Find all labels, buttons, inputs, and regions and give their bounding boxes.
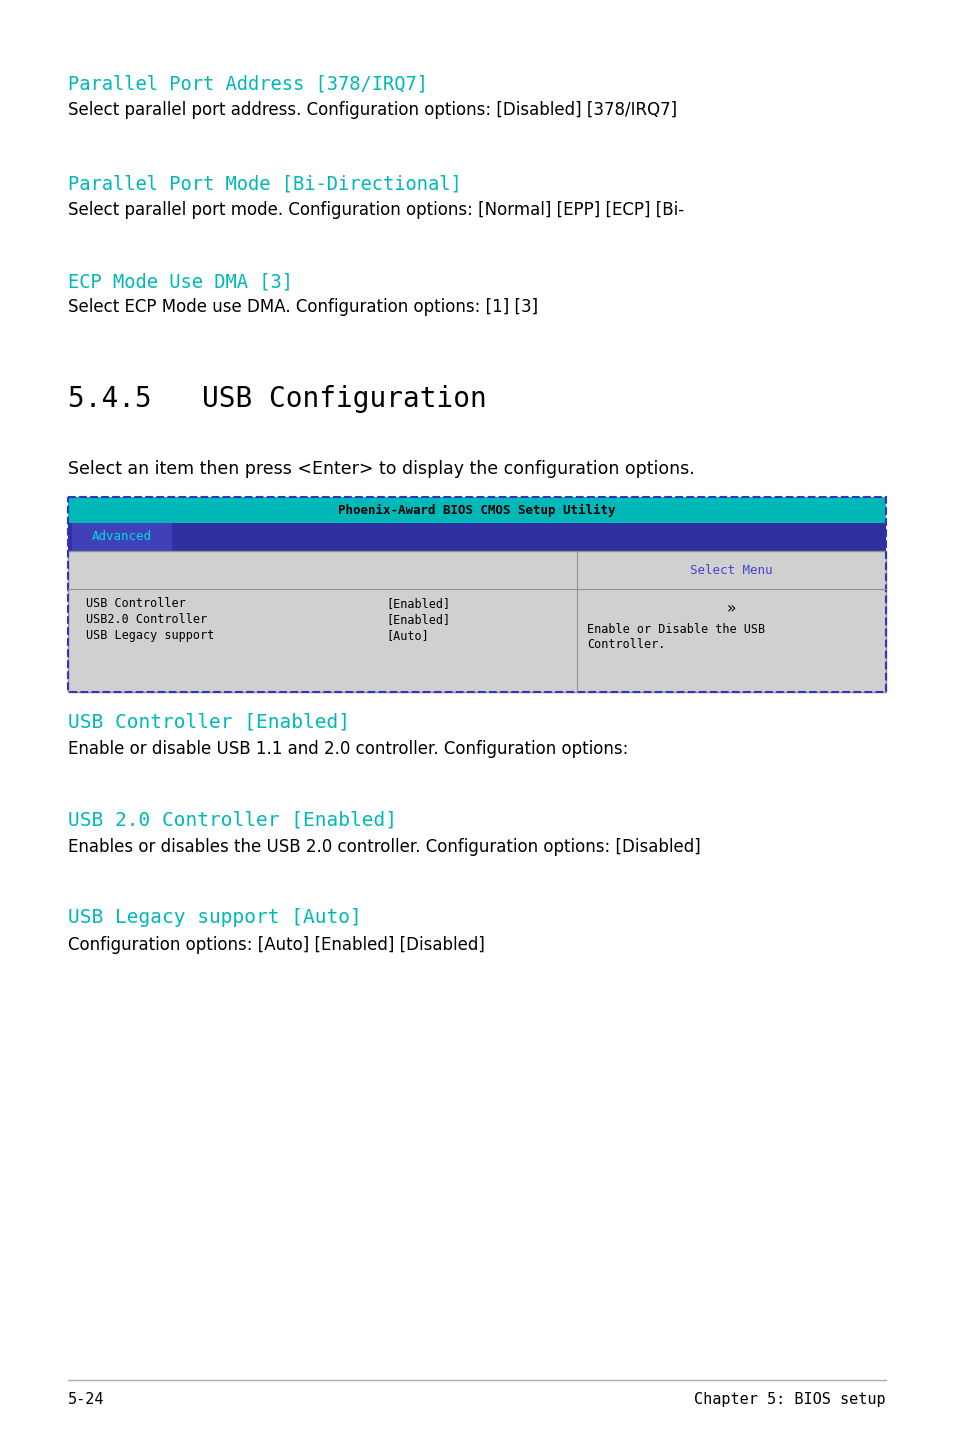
Text: Enable or Disable the USB
Controller.: Enable or Disable the USB Controller. <box>586 623 764 651</box>
Text: Chapter 5: BIOS setup: Chapter 5: BIOS setup <box>694 1392 885 1406</box>
Bar <box>68 498 885 523</box>
Bar <box>71 523 172 551</box>
Text: Parallel Port Address [378/IRQ7]: Parallel Port Address [378/IRQ7] <box>68 75 428 93</box>
Text: USB Controller [Enabled]: USB Controller [Enabled] <box>68 712 350 731</box>
Text: Configuration options: [Auto] [Enabled] [Disabled]: Configuration options: [Auto] [Enabled] … <box>68 936 484 953</box>
Text: ECP Mode Use DMA [3]: ECP Mode Use DMA [3] <box>68 272 293 290</box>
Text: [Auto]: [Auto] <box>386 628 428 641</box>
Text: Advanced: Advanced <box>91 531 152 544</box>
Bar <box>68 551 885 692</box>
Text: Enables or disables the USB 2.0 controller. Configuration options: [Disabled]: Enables or disables the USB 2.0 controll… <box>68 838 700 856</box>
Text: USB Legacy support: USB Legacy support <box>86 628 214 641</box>
Text: 5.4.5   USB Configuration: 5.4.5 USB Configuration <box>68 385 486 413</box>
Text: 5-24: 5-24 <box>68 1392 105 1406</box>
Text: Phoenix-Award BIOS CMOS Setup Utility: Phoenix-Award BIOS CMOS Setup Utility <box>338 503 615 516</box>
Bar <box>68 498 885 692</box>
Text: [Enabled]: [Enabled] <box>386 613 450 626</box>
Text: USB Legacy support [Auto]: USB Legacy support [Auto] <box>68 907 361 928</box>
Text: USB Controller: USB Controller <box>86 597 186 610</box>
Bar <box>68 523 885 551</box>
Text: Select parallel port mode. Configuration options: [Normal] [EPP] [ECP] [Bi-: Select parallel port mode. Configuration… <box>68 201 683 219</box>
Text: [Enabled]: [Enabled] <box>386 597 450 610</box>
Text: Select ECP Mode use DMA. Configuration options: [1] [3]: Select ECP Mode use DMA. Configuration o… <box>68 298 537 316</box>
Text: Select parallel port address. Configuration options: [Disabled] [378/IRQ7]: Select parallel port address. Configurat… <box>68 101 677 119</box>
Text: USB2.0 Controller: USB2.0 Controller <box>86 613 207 626</box>
Text: USB 2.0 Controller [Enabled]: USB 2.0 Controller [Enabled] <box>68 810 396 828</box>
Text: Enable or disable USB 1.1 and 2.0 controller. Configuration options:: Enable or disable USB 1.1 and 2.0 contro… <box>68 741 628 758</box>
Text: Select an item then press <Enter> to display the configuration options.: Select an item then press <Enter> to dis… <box>68 460 694 477</box>
Text: Select Menu: Select Menu <box>689 564 772 577</box>
Text: »: » <box>726 601 735 615</box>
Text: Parallel Port Mode [Bi-Directional]: Parallel Port Mode [Bi-Directional] <box>68 175 461 194</box>
